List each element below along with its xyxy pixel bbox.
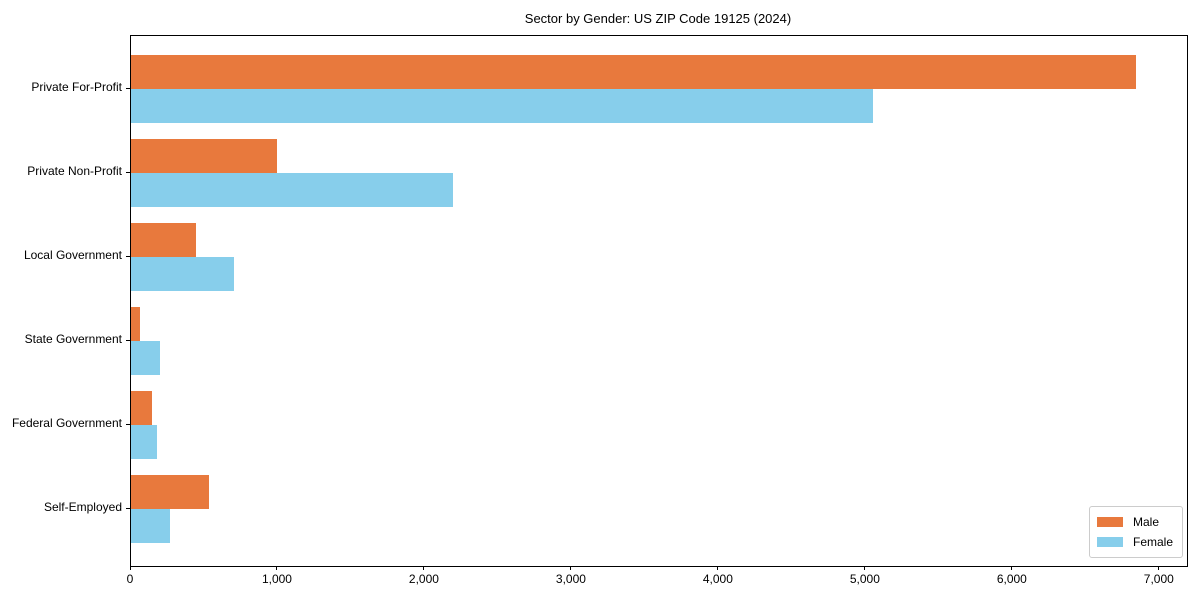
legend-swatch-male [1096, 517, 1123, 527]
x-tick-label: 2,000 [408, 572, 439, 586]
legend-label-male: Male [1132, 515, 1159, 529]
x-tick-mark [129, 566, 131, 570]
y-category-label: State Government [24, 332, 122, 346]
y-category-label: Local Government [23, 248, 122, 262]
legend-row-female: Female [1096, 532, 1173, 552]
y-category-label: Federal Government [11, 416, 122, 430]
bar-male-2 [131, 223, 197, 257]
y-category-label: Private For-Profit [31, 80, 122, 94]
legend-label-female: Female [1132, 535, 1173, 549]
x-tick-mark [1011, 566, 1013, 570]
legend: Male Female [1088, 506, 1183, 558]
bar-male-0 [131, 55, 1137, 89]
x-tick-mark [717, 566, 719, 570]
bar-male-4 [131, 391, 152, 425]
x-tick-mark [864, 566, 866, 570]
x-tick-label: 1,000 [261, 572, 292, 586]
x-tick-label: 4,000 [702, 572, 733, 586]
legend-row-male: Male [1096, 512, 1173, 532]
y-tick-mark [126, 255, 130, 257]
y-tick-mark [126, 87, 130, 89]
bar-female-4 [131, 425, 158, 459]
legend-swatch-female [1096, 537, 1123, 547]
x-tick-mark [423, 566, 425, 570]
bar-female-0 [131, 89, 874, 123]
bar-female-2 [131, 257, 234, 291]
x-tick-label: 0 [126, 572, 134, 586]
x-tick-label: 5,000 [849, 572, 880, 586]
plot-area: Male Female [130, 35, 1188, 567]
y-category-label: Self-Employed [43, 500, 122, 514]
x-tick-label: 3,000 [555, 572, 586, 586]
bar-male-3 [131, 307, 140, 341]
bar-male-5 [131, 475, 209, 509]
bar-male-1 [131, 139, 277, 173]
y-category-label: Private Non-Profit [27, 164, 122, 178]
y-tick-mark [126, 423, 130, 425]
chart-title: Sector by Gender: US ZIP Code 19125 (202… [524, 11, 792, 26]
bar-female-3 [131, 341, 160, 375]
x-tick-mark [570, 566, 572, 570]
bar-female-5 [131, 509, 170, 543]
bar-female-1 [131, 173, 453, 207]
x-tick-mark [1158, 566, 1160, 570]
y-tick-mark [126, 171, 130, 173]
y-tick-mark [126, 507, 130, 509]
x-tick-label: 7,000 [1143, 572, 1174, 586]
x-tick-mark [276, 566, 278, 570]
y-tick-mark [126, 339, 130, 341]
x-tick-label: 6,000 [996, 572, 1027, 586]
